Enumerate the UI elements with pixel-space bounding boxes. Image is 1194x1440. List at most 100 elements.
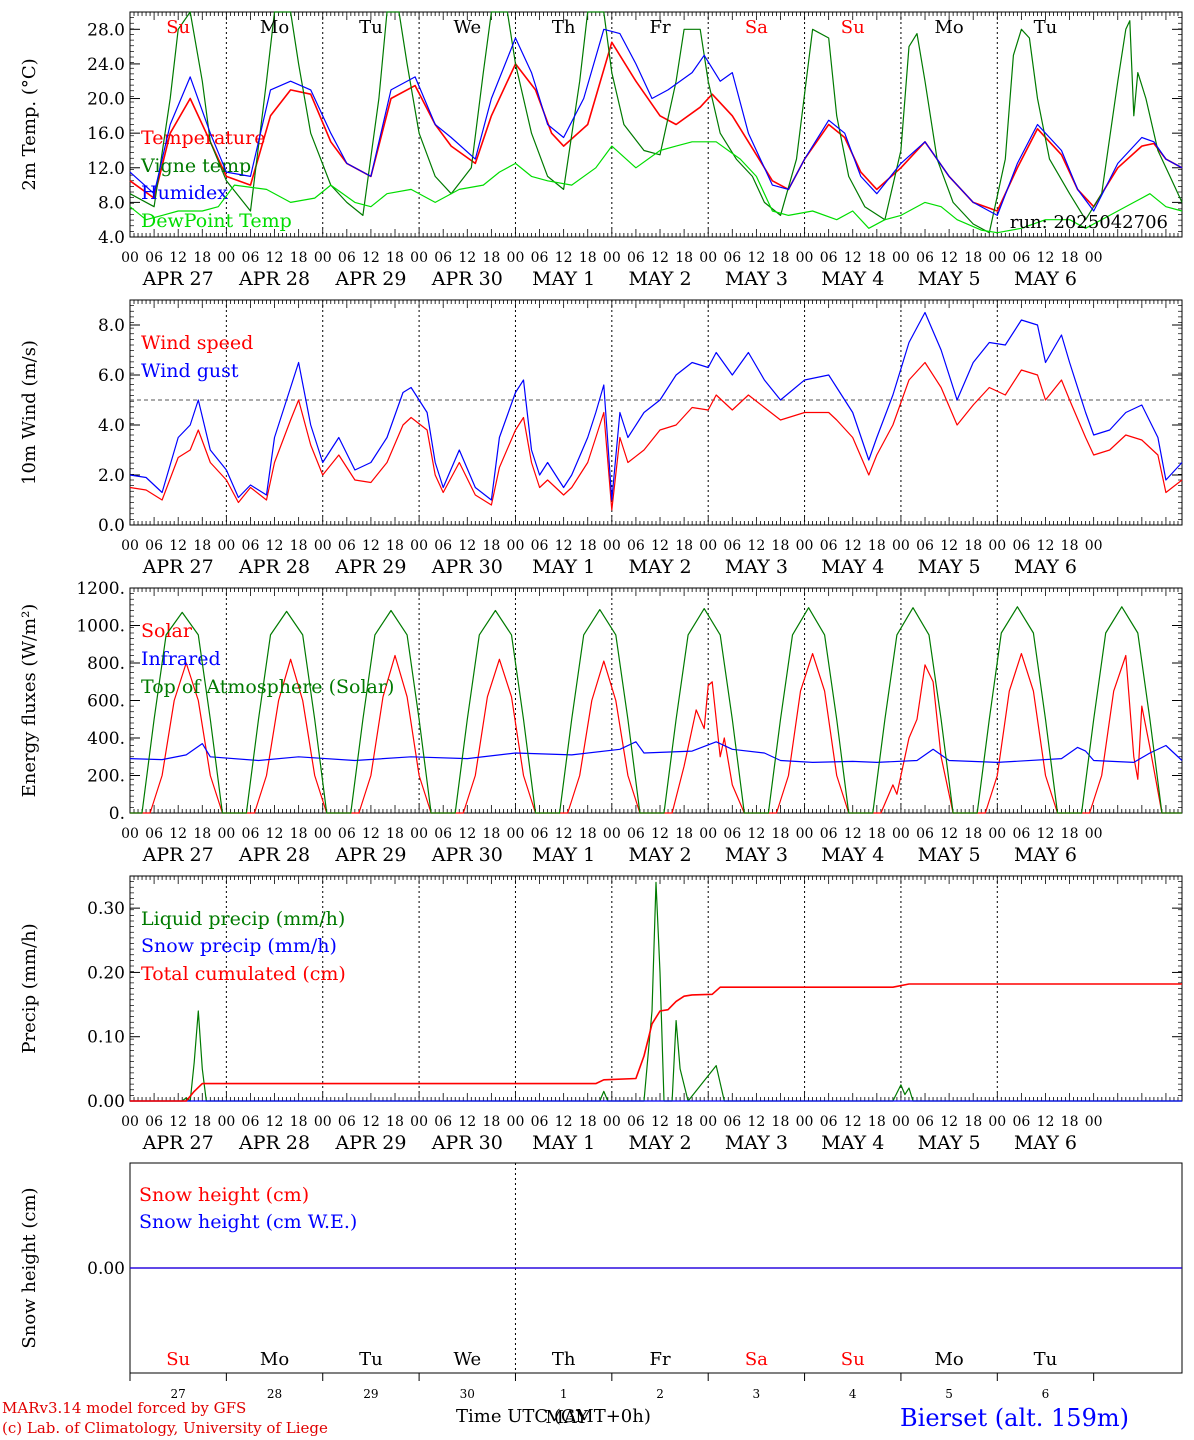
hour-tick-label: 00 [121,1114,139,1130]
hour-tick-label: 12 [1037,250,1055,266]
hour-tick-label: 00 [1085,826,1103,842]
hour-tick-label: 00 [796,538,814,554]
day-label: MAY 3 [725,844,788,866]
weekday-label: Su [841,1349,865,1370]
hour-tick-label: 12 [169,538,187,554]
hour-tick-label: 00 [121,826,139,842]
hour-tick-label: 18 [193,1114,211,1130]
hour-tick-label: 18 [675,538,693,554]
y-tick-label: 0.00 [87,1259,125,1279]
hour-tick-label: 18 [193,250,211,266]
weekday-label: Tu [1034,17,1058,38]
day-label: APR 27 [142,844,214,866]
day-label: MAY 6 [1014,556,1077,578]
hour-tick-label: 12 [747,1114,765,1130]
panel-4: 0.00 0.10 0.20 0.30 Precip (mm/h) Liquid prec… [19,875,1183,1154]
x-ticks [129,876,1183,1101]
day-label: MAY 4 [821,556,884,578]
hour-tick-label: 18 [290,538,308,554]
legend-entry: Temperature [141,127,265,149]
hour-tick-label: 18 [290,250,308,266]
hour-tick-label: 06 [145,1114,163,1130]
day-label: APR 28 [238,844,310,866]
hour-tick-label: 12 [266,250,284,266]
weekday-label: We [453,1349,481,1370]
hour-tick-label: 00 [603,250,621,266]
day-number-label: 27 [171,1387,186,1401]
hour-tick-label: 00 [217,538,235,554]
hour-tick-label: 00 [1085,538,1103,554]
hour-tick-label: 18 [579,826,597,842]
hour-tick-label: 00 [217,250,235,266]
hour-tick-label: 06 [145,250,163,266]
day-label: MAY 5 [918,1132,981,1154]
day-label: MAY 3 [725,268,788,290]
hour-tick-label: 06 [820,538,838,554]
hour-tick-label: 06 [627,538,645,554]
panel-2: 0.0 2.0 4.0 6.0 8.0 10m Wind (m/s) Wind speed W… [19,299,1183,578]
y-tick-label: 1000. [76,617,125,637]
weekday-label: Tu [359,17,383,38]
hour-tick-label: 00 [314,1114,332,1130]
weekday-label: Mo [934,17,963,38]
series-line-total-cumulated-cm- [130,983,1182,1102]
hour-tick-label: 00 [892,250,910,266]
hour-tick-label: 06 [531,538,549,554]
series-line-solar [130,653,1182,814]
hour-tick-label: 00 [314,250,332,266]
day-label: MAY 5 [918,556,981,578]
day-label: MAY 1 [532,556,595,578]
hour-tick-label: 00 [410,1114,428,1130]
series-line-humidex [129,28,1183,216]
day-label: MAY 6 [1014,844,1077,866]
y-axis-label: 2m Temp. (°C) [19,58,40,190]
hour-tick-label: 06 [145,538,163,554]
hour-tick-label: 18 [1061,538,1079,554]
hour-tick-label: 06 [627,1114,645,1130]
weekday-label: Su [841,17,865,38]
y-tick-label: 0.10 [87,1028,125,1048]
day-label: APR 29 [334,268,406,290]
weekday-label: Fr [649,1349,670,1370]
hour-tick-label: 18 [386,826,404,842]
hour-tick-label: 06 [1012,250,1030,266]
hour-tick-label: 12 [747,250,765,266]
hour-tick-label: 00 [314,826,332,842]
day-label: MAY 6 [1014,268,1077,290]
legend-entry: Solar [141,620,193,642]
month-label: MAY [545,1407,589,1428]
weekday-label: Th [552,1349,576,1370]
hour-tick-label: 12 [940,538,958,554]
hour-tick-label: 12 [940,1114,958,1130]
x-ticks [129,588,1183,813]
day-label: APR 29 [334,1132,406,1154]
hour-tick-label: 00 [410,250,428,266]
hour-tick-label: 06 [723,250,741,266]
hour-tick-label: 18 [290,826,308,842]
series-line-temperature [129,41,1183,212]
hour-tick-label: 06 [723,826,741,842]
day-label: APR 27 [142,1132,214,1154]
series-line-dewpoint-temp [129,141,1183,234]
hour-tick-label: 12 [362,538,380,554]
series-line-liquid-precip-mm-h- [130,881,1182,1102]
hour-tick-label: 12 [651,538,669,554]
hour-tick-label: 00 [507,826,525,842]
hour-tick-label: 12 [747,538,765,554]
hour-tick-label: 00 [892,1114,910,1130]
day-label: APR 27 [142,268,214,290]
day-label: APR 28 [238,1132,310,1154]
hour-tick-label: 12 [844,1114,862,1130]
hour-tick-label: 00 [796,826,814,842]
day-label: APR 30 [431,1132,503,1154]
day-label: MAY 4 [821,844,884,866]
hour-tick-label: 06 [916,826,934,842]
hour-tick-label: 00 [988,538,1006,554]
hour-tick-label: 00 [603,826,621,842]
day-number-label: 2 [656,1387,664,1401]
panel-frame [129,587,1183,814]
legend-entry: Top of Atmosphere (Solar) [141,676,394,698]
hour-tick-label: 00 [507,538,525,554]
hour-tick-label: 12 [458,1114,476,1130]
series-line-wind-speed [129,361,1183,511]
